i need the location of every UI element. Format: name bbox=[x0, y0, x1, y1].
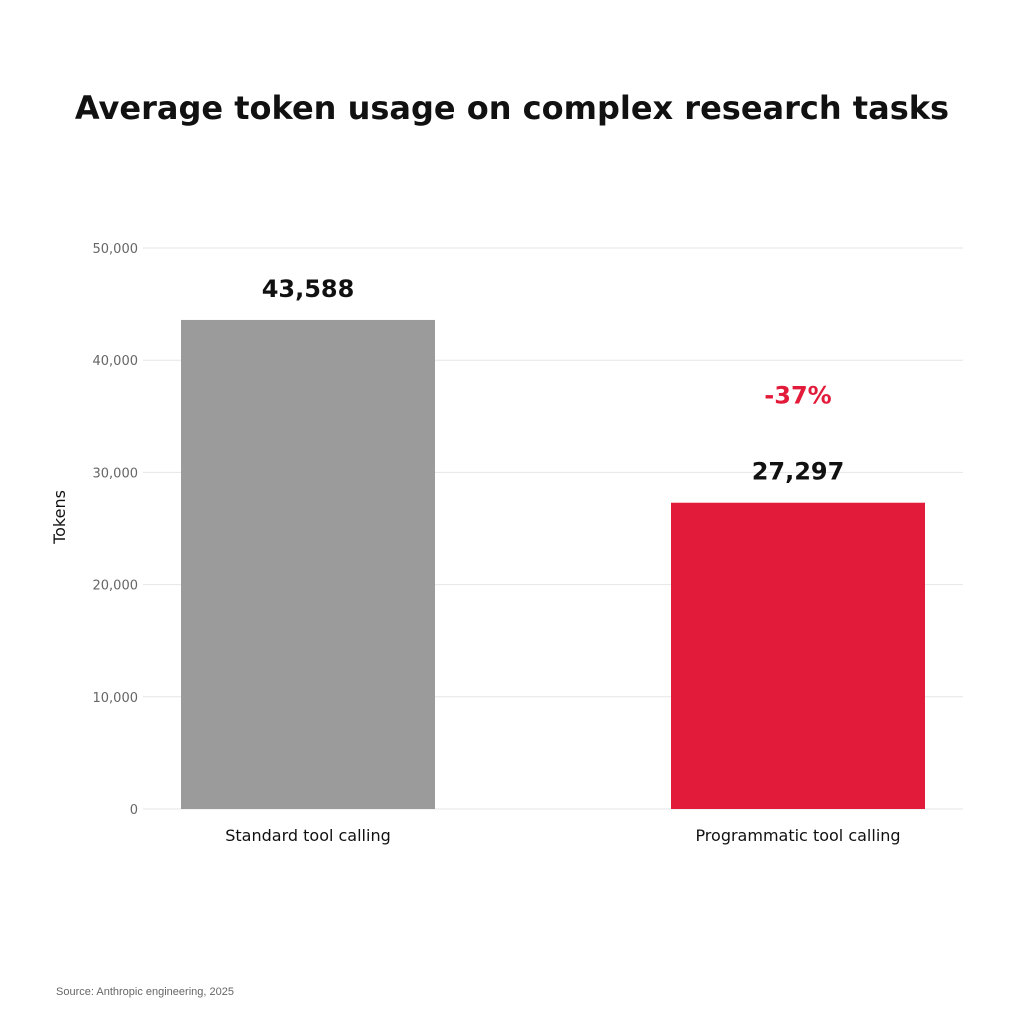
y-axis-label: Tokens bbox=[50, 490, 69, 545]
bars bbox=[181, 319, 925, 809]
chart-title: Average token usage on complex research … bbox=[74, 89, 950, 127]
bar-value-label: 27,297 bbox=[752, 458, 845, 486]
y-tick-label: 0 bbox=[130, 803, 138, 818]
y-tick-label: 20,000 bbox=[93, 579, 139, 594]
y-tick-label: 30,000 bbox=[93, 466, 139, 481]
x-tick-label: Programmatic tool calling bbox=[695, 826, 900, 845]
source-note: Source: Anthropic engineering, 2025 bbox=[56, 986, 234, 998]
bar bbox=[671, 502, 925, 809]
x-tick-label: Standard tool calling bbox=[225, 826, 391, 845]
reduction-annotation: -37% bbox=[764, 381, 831, 409]
y-tick-label: 10,000 bbox=[93, 691, 139, 706]
bar-value-label: 43,588 bbox=[262, 275, 355, 303]
y-tick-label: 50,000 bbox=[93, 242, 139, 257]
chart-labels: 0 10,000 20,000 30,000 40,000 50,000 43,588 Sta… bbox=[93, 242, 901, 845]
y-tick-label: 40,000 bbox=[93, 354, 139, 369]
bar bbox=[181, 319, 435, 809]
